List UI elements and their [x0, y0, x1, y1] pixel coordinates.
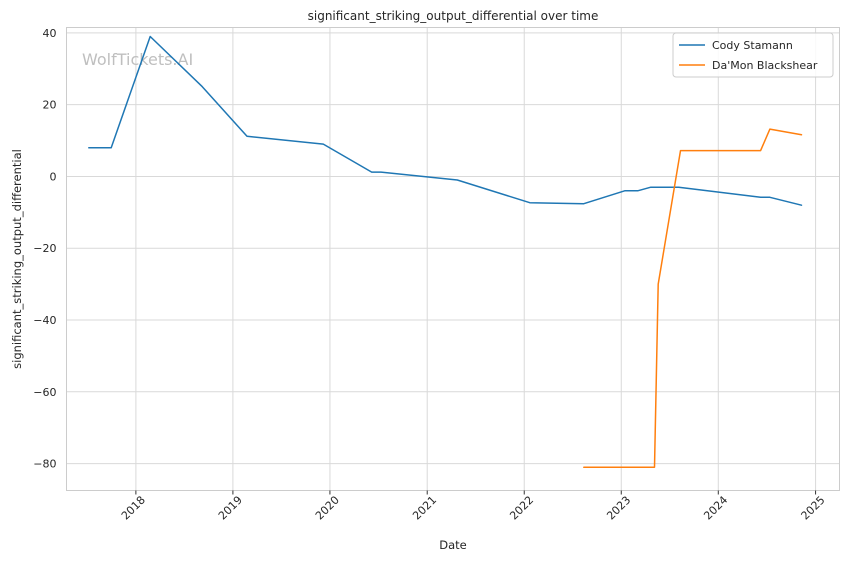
chart-title: significant_striking_output_differential…: [308, 9, 599, 23]
x-tick-label: 2025: [799, 494, 828, 523]
y-tick-label: 20: [43, 99, 57, 112]
y-tick-label: 0: [50, 170, 57, 183]
x-tick-label: 2019: [216, 494, 245, 523]
x-tick-label: 2023: [604, 494, 633, 523]
y-tick-label: −20: [33, 242, 56, 255]
legend-label-cody-stamann: Cody Stamann: [712, 39, 793, 52]
x-tick-label: 2020: [313, 494, 342, 523]
y-tick-label: −40: [33, 314, 56, 327]
x-tick-label: 2022: [507, 494, 536, 523]
x-tick-label: 2024: [701, 494, 730, 523]
watermark: WolfTickets.AI: [82, 50, 193, 69]
x-tick-label: 2018: [119, 494, 148, 523]
legend-label-damon-blackshear: Da'Mon Blackshear: [712, 59, 818, 72]
x-axis-label: Date: [439, 538, 467, 552]
x-tick-label: 2021: [410, 494, 439, 523]
y-axis-label: significant_striking_output_differential: [10, 149, 24, 369]
series-line-cody-stamann: [88, 35, 803, 206]
grid-lines: [66, 27, 840, 491]
plot-frame: [66, 27, 840, 491]
series-layer: [88, 35, 803, 468]
series-line-da-mon-blackshear: [583, 128, 803, 468]
y-tick-label: −60: [33, 386, 56, 399]
y-tick-label: −80: [33, 458, 56, 471]
x-tick-labels: 2018 2019 2020 2021 2022 2023 2024 2025: [119, 490, 828, 523]
y-tick-labels: 40 20 0 −20 −40 −60 −80: [33, 27, 56, 471]
legend-frame: [672, 32, 834, 78]
legend: Cody Stamann Da'Mon Blackshear: [672, 32, 834, 78]
y-tick-label: 40: [43, 27, 57, 40]
